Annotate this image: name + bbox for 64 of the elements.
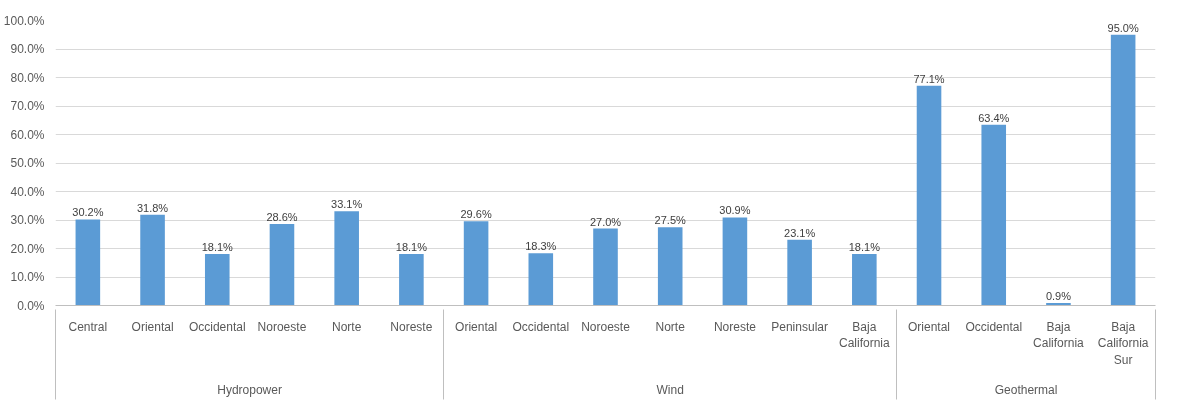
x-tick-label: Noroeste (257, 319, 307, 334)
x-tick-label: Peninsular (771, 319, 828, 334)
y-tick-label: 30.0% (10, 213, 45, 227)
y-tick-label: 100.0% (3, 13, 45, 28)
text: Geothermal (994, 382, 1058, 397)
x-tick-label: Occidental (965, 319, 1023, 334)
bar (916, 85, 942, 306)
data-label: 30.9% (719, 204, 751, 217)
x-tick-label: Oriental (908, 319, 951, 334)
bar (1110, 34, 1136, 306)
bar (399, 253, 424, 306)
bar (269, 223, 295, 306)
data-label: 31.8% (136, 201, 169, 214)
y-tick-label: 60.0% (10, 127, 45, 142)
data-label: 27.0% (589, 215, 622, 228)
data-label: 27.5% (654, 214, 687, 227)
x-tick-label: Noroeste (581, 319, 631, 334)
bar (463, 221, 489, 306)
bar (657, 227, 683, 306)
y-tick-label: 40.0% (10, 184, 45, 199)
x-tick-label: Baja California (1033, 319, 1085, 351)
x-tick-label: Noreste (390, 319, 433, 334)
x-tick-label: Noreste (713, 319, 757, 334)
data-label: 77.1% (913, 72, 945, 85)
text: Hydropower (217, 382, 282, 397)
x-tick-label: Baja California Sur (1097, 319, 1149, 368)
bar (852, 253, 877, 306)
bar (528, 253, 554, 306)
bar (981, 124, 1007, 306)
y-tick-label: 10.0% (10, 270, 45, 284)
bar (204, 253, 230, 306)
x-tick-label: Central (68, 319, 108, 334)
x-tick-label: Occidental (512, 319, 570, 334)
y-tick-label: 0.0% (17, 298, 45, 313)
x-tick-label: Oriental (455, 319, 498, 334)
data-label: 33.1% (331, 198, 363, 211)
x-tick-label: Baja California (838, 319, 890, 351)
y-tick-label: 50.0% (10, 156, 45, 170)
data-label: 95.0% (1107, 21, 1139, 34)
y-tick-label: 90.0% (10, 42, 45, 56)
data-label: 23.1% (784, 226, 816, 239)
x-tick-label: Norte (332, 319, 362, 334)
bar (334, 211, 359, 306)
text: Wind (656, 382, 684, 397)
x-tick-label: Norte (655, 319, 686, 334)
bar (140, 214, 165, 306)
y-tick-label: 70.0% (10, 99, 45, 113)
y-tick-label: 20.0% (10, 241, 45, 256)
data-label: 18.1% (201, 240, 234, 253)
bar (722, 217, 748, 306)
data-label: 29.6% (460, 208, 492, 221)
data-label: 18.1% (395, 240, 428, 253)
data-label: 28.6% (266, 210, 298, 223)
data-label: 0.9% (1045, 289, 1072, 302)
bar (787, 239, 812, 306)
data-label: 18.1% (848, 240, 881, 253)
bar (593, 228, 618, 306)
data-label: 18.3% (525, 240, 557, 253)
bar (75, 219, 101, 306)
x-tick-label: Occidental (188, 319, 246, 334)
x-tick-label: Oriental (131, 319, 174, 334)
data-label: 63.4% (978, 111, 1010, 124)
data-label: 30.2% (72, 206, 104, 219)
y-tick-label: 80.0% (10, 70, 45, 85)
